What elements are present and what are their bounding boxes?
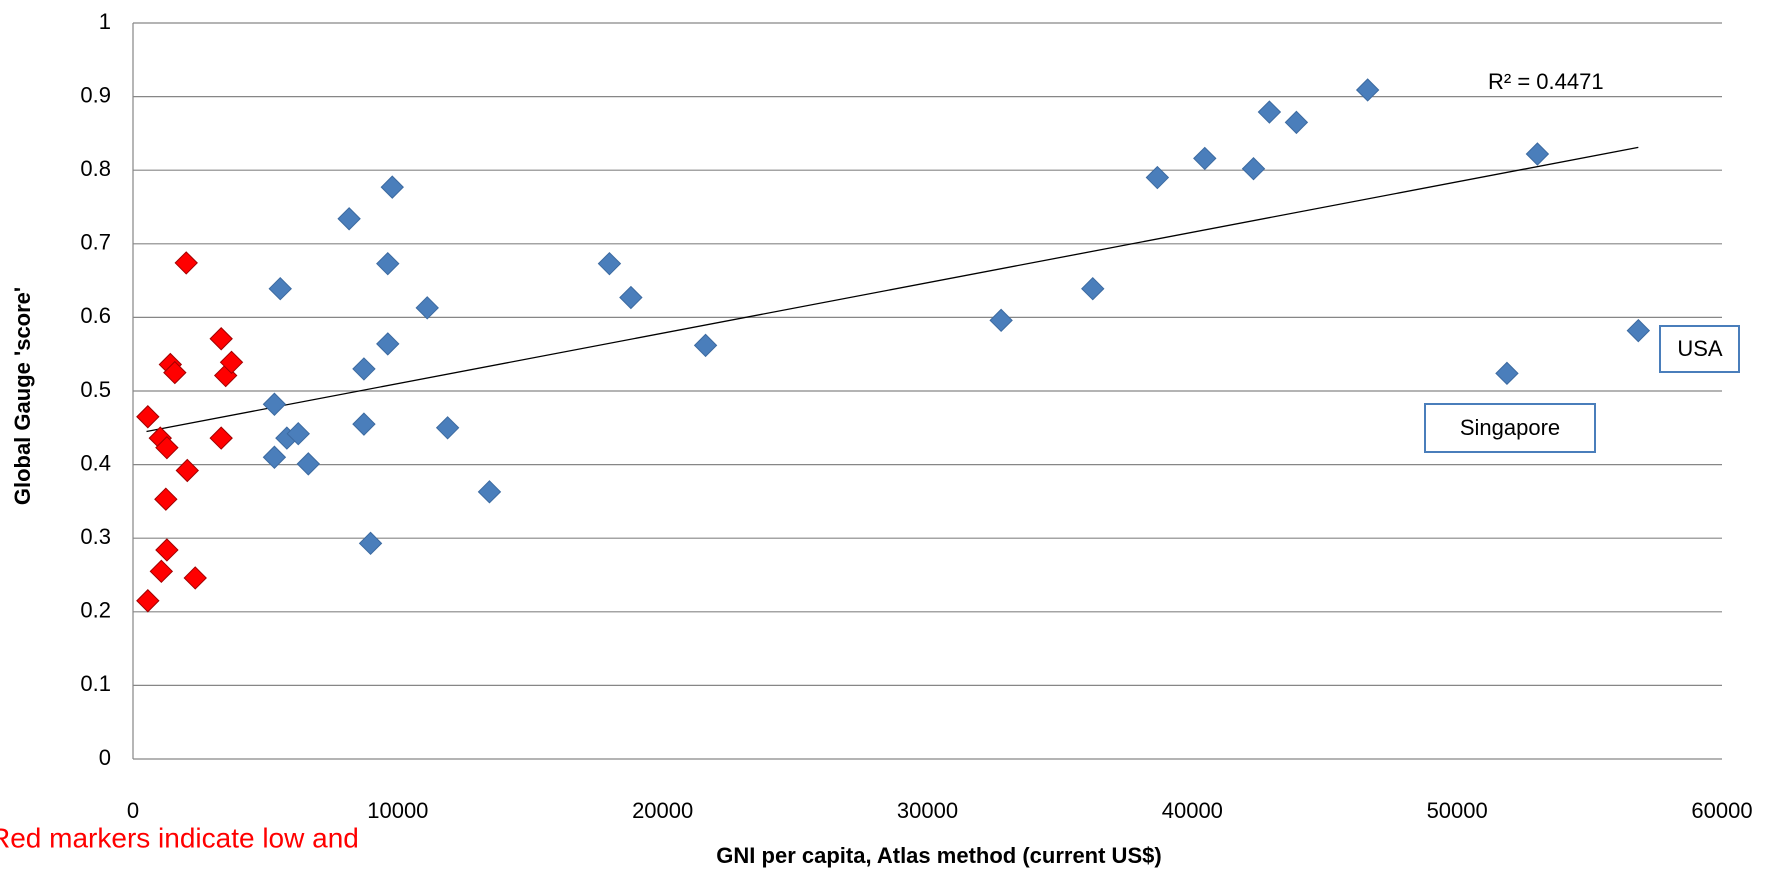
marker [183, 566, 207, 590]
y-tick-label: 0.5 [80, 377, 111, 402]
x-tick-label: 30000 [897, 798, 958, 823]
marker [262, 392, 287, 416]
marker [989, 308, 1013, 333]
marker [174, 251, 198, 275]
y-axis-title: Global Gauge 'score' [10, 287, 35, 505]
marker [1241, 157, 1266, 181]
y-tick-label: 0.3 [80, 524, 111, 549]
marker [149, 559, 174, 584]
annotation: USA [1677, 336, 1723, 361]
marker [296, 452, 321, 476]
marker [597, 251, 622, 276]
marker [163, 360, 187, 385]
annotation: Singapore [1460, 415, 1560, 440]
marker [136, 405, 160, 429]
marker [352, 357, 376, 381]
marker [209, 426, 233, 450]
marker [376, 332, 400, 356]
y-tick-label: 0.9 [80, 82, 111, 107]
y-tick-label: 0.7 [80, 230, 111, 255]
y-tick-label: 0.4 [80, 450, 111, 475]
trendline [146, 146, 1639, 433]
marker [619, 285, 643, 310]
annotation-box [1659, 325, 1740, 373]
marker [477, 480, 502, 504]
marker [337, 207, 361, 231]
x-tick-label: 60000 [1691, 798, 1752, 823]
marker [380, 175, 404, 199]
marker [1257, 100, 1282, 124]
x-tick-label: 10000 [367, 798, 428, 823]
marker [1145, 165, 1170, 190]
marker [435, 416, 460, 440]
marker [415, 296, 439, 320]
marker [1626, 318, 1651, 343]
note: Red markers indicate low and [0, 822, 359, 853]
marker [1284, 110, 1309, 135]
marker [209, 327, 233, 351]
y-tick-label: 0.6 [80, 303, 111, 328]
marker [262, 445, 287, 469]
y-tick-label: 0 [99, 745, 111, 770]
marker [358, 531, 383, 556]
x-tick-label: 20000 [632, 798, 693, 823]
marker [268, 276, 292, 301]
marker [693, 333, 718, 358]
y-tick-label: 1 [99, 9, 111, 34]
marker [155, 435, 179, 460]
x-axis-title: GNI per capita, Atlas method (current US… [716, 843, 1161, 868]
x-tick-label: 0 [127, 798, 139, 823]
y-tick-label: 0.8 [80, 156, 111, 181]
marker [155, 538, 179, 562]
annotation-box [1424, 403, 1596, 453]
marker [175, 458, 199, 483]
marker [136, 589, 160, 613]
marker [352, 412, 376, 436]
marker [1495, 361, 1519, 386]
marker [1355, 78, 1380, 102]
x-tick-label: 40000 [1162, 798, 1223, 823]
marker [219, 350, 244, 375]
marker [154, 487, 178, 511]
marker [1193, 146, 1217, 171]
marker [1081, 276, 1105, 301]
annotation: R² = 0.4471 [1488, 69, 1604, 94]
marker [376, 251, 400, 276]
x-tick-label: 50000 [1427, 798, 1488, 823]
y-tick-label: 0.2 [80, 598, 111, 623]
marker [1525, 142, 1550, 166]
marker [286, 421, 310, 446]
y-tick-label: 0.1 [80, 671, 111, 696]
